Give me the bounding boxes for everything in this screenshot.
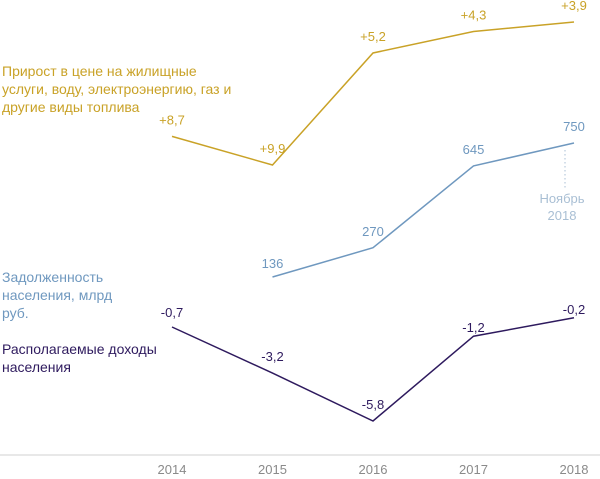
x-tick-label: 2018	[560, 462, 589, 477]
x-tick-layer: 2014 2015 2016 2017 2018	[158, 462, 589, 477]
series-label-utilities: Прирост в цене на жилищные услуги, воду,…	[2, 63, 232, 115]
data-label-1-2: 645	[463, 142, 485, 157]
data-label-1-3: 750	[563, 119, 585, 134]
x-tick-label: 2014	[158, 462, 187, 477]
series-line-0	[171, 21, 575, 166]
series-label-debt: Задолженность населения, млрд руб.	[2, 269, 113, 321]
data-label-1-1: 270	[362, 224, 384, 239]
series-line-1	[272, 142, 575, 278]
data-label-1-0: 136	[262, 256, 284, 271]
series-label-income: Располагаемые доходы населения	[2, 341, 157, 375]
data-label-2-3: -1,2	[462, 320, 484, 335]
data-label-0-3: +4,3	[461, 8, 487, 23]
data-label-2-2: -5,8	[362, 397, 384, 412]
data-label-2-1: -3,2	[261, 349, 283, 364]
debt-note: Ноябрь 2018	[539, 191, 585, 223]
series-layer: +8,7 +9,9 +5,2 +4,3 +3,9 136 270 645 750 -0,7 -3,2…	[159, 0, 587, 422]
data-label-0-2: +5,2	[360, 29, 386, 44]
x-tick-label: 2016	[359, 462, 388, 477]
data-label-0-4: +3,9	[561, 0, 587, 13]
data-label-2-0: -0,7	[161, 305, 183, 320]
data-label-2-4: -0,2	[563, 302, 585, 317]
x-tick-label: 2017	[459, 462, 488, 477]
data-label-0-1: +9,9	[260, 141, 286, 156]
series-line-2	[171, 317, 575, 422]
data-label-0-0: +8,7	[159, 112, 185, 127]
x-tick-label: 2015	[258, 462, 287, 477]
